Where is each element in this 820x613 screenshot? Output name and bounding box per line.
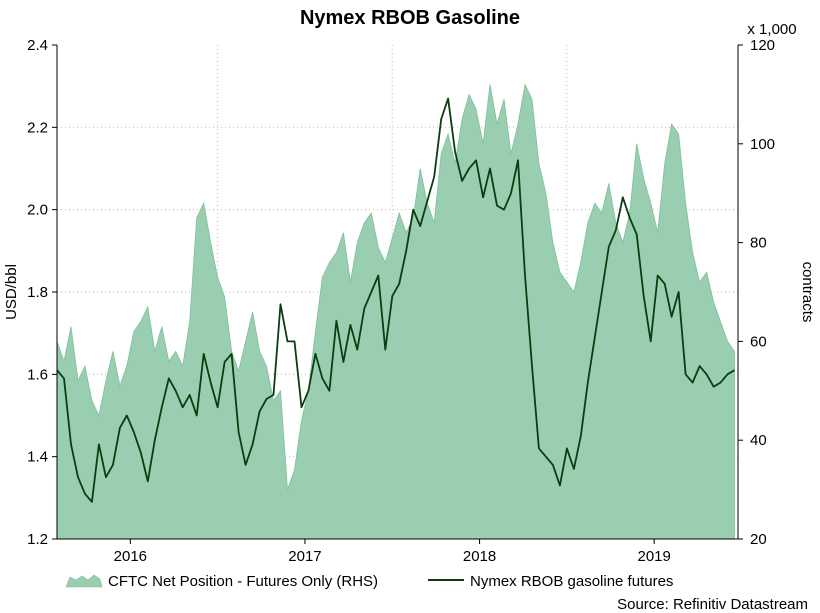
x-tick-label: 2019	[637, 548, 670, 565]
left-tick-label: 2.4	[27, 37, 48, 54]
left-tick-label: 1.2	[27, 531, 48, 548]
legend-area-swatch	[65, 574, 103, 588]
right-tick-label: 40	[750, 432, 767, 449]
left-tick-label: 1.6	[27, 366, 48, 383]
source-note: Source: Refinitiv Datastream	[617, 596, 808, 613]
right-tick-label: 120	[750, 37, 775, 54]
cftc-area-series	[56, 83, 735, 540]
right-tick-label: 100	[750, 136, 775, 153]
chart-title: Nymex RBOB Gasoline	[300, 7, 520, 29]
cftc-area-path	[56, 83, 735, 540]
left-tick-label: 1.4	[27, 449, 48, 466]
right-axis-label: contracts	[799, 262, 816, 323]
left-tick-label: 2.0	[27, 202, 48, 219]
legend-line-label: Nymex RBOB gasoline futures	[470, 573, 673, 590]
left-tick-label: 2.2	[27, 119, 48, 136]
rbob-line-series	[56, 97, 735, 503]
left-axis-ticks: 1.2 1.4 1.6 1.8 2.0 2.2 2.4	[27, 37, 57, 548]
x-tick-label: 2016	[114, 548, 147, 565]
rbob-line-path	[56, 97, 735, 503]
right-axis-multiplier: x 1,000	[747, 21, 796, 38]
legend-area-label: CFTC Net Position - Futures Only (RHS)	[108, 573, 378, 590]
x-tick-label: 2018	[463, 548, 496, 565]
right-axis-ticks: 20 40 60 80 100 120	[738, 37, 775, 548]
right-tick-label: 20	[750, 531, 767, 548]
left-tick-label: 1.8	[27, 284, 48, 301]
right-tick-label: 80	[750, 235, 767, 252]
legend: CFTC Net Position - Futures Only (RHS) N…	[65, 573, 673, 590]
x-axis-ticks: 2016 2017 2018 2019	[114, 539, 671, 565]
right-tick-label: 60	[750, 333, 767, 350]
x-tick-label: 2017	[288, 548, 321, 565]
left-axis-label: USD/bbl	[3, 264, 20, 320]
